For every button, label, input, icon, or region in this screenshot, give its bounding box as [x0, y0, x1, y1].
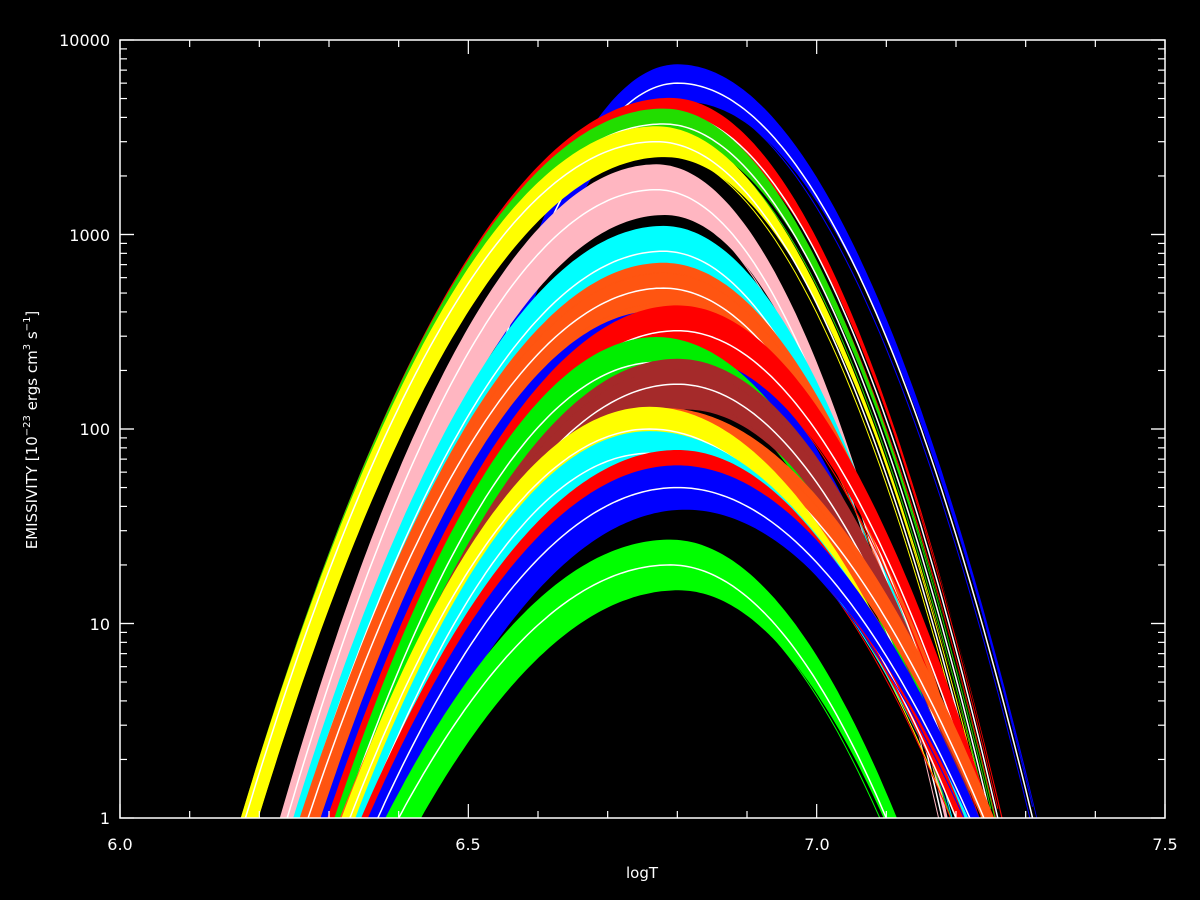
series-band — [385, 539, 897, 818]
x-axis-title: logT — [626, 864, 659, 882]
y-axis-title-exp: 3 — [22, 344, 33, 350]
series-mean-line — [376, 486, 971, 818]
y-tick-label: 100 — [79, 420, 110, 439]
series-strand — [244, 131, 985, 809]
y-axis-title-exp: −23 — [22, 415, 33, 436]
y-tick-label: 1000 — [69, 226, 110, 245]
series-band — [367, 465, 980, 818]
series-strand — [377, 473, 971, 805]
y-axis-title-exp: −1 — [22, 317, 33, 332]
y-tick-labels: 1 10 100 1000 10000 — [59, 31, 110, 828]
y-axis-title-units: s — [23, 331, 41, 344]
series-band — [240, 126, 989, 818]
x-tick-label: 6.0 — [107, 835, 132, 854]
y-tick-label: 10000 — [59, 31, 110, 50]
series-band-fill — [320, 310, 964, 818]
series-strand — [247, 150, 983, 818]
ticks-layer — [119, 39, 1166, 819]
x-tick-label: 7.5 — [1152, 835, 1177, 854]
y-tick-label: 1 — [100, 809, 110, 828]
series-band-fill — [367, 465, 980, 818]
series-strand — [286, 173, 943, 803]
x-tick-labels: 6.0 6.5 7.0 7.5 — [107, 835, 1177, 854]
series-strand — [383, 500, 965, 818]
series-band-fill — [327, 305, 992, 818]
series-band-fill — [385, 539, 897, 818]
series-layer — [240, 64, 1038, 818]
y-tick-label: 10 — [90, 615, 110, 634]
x-tick-label: 6.5 — [455, 835, 480, 854]
series-mean-line — [244, 140, 985, 818]
series-strand — [312, 302, 967, 818]
x-tick-label: 7.0 — [804, 835, 829, 854]
y-axis-title-bracket: [10 — [23, 436, 41, 461]
plot-frame — [119, 39, 1166, 819]
y-axis-title-main: EMISSIVITY — [23, 461, 41, 549]
y-axis-title-units: ergs cm — [23, 350, 41, 415]
series-mean-line — [397, 564, 888, 818]
series-band-fill — [341, 406, 965, 818]
series-strand — [398, 549, 887, 804]
y-axis-title-bracket: ] — [23, 311, 41, 317]
series-band-fill — [279, 164, 948, 818]
series-strand — [335, 314, 985, 803]
y-axis-title: EMISSIVITY [10−23 ergs cm3 s−1] — [22, 311, 41, 550]
series-strand — [406, 579, 881, 818]
